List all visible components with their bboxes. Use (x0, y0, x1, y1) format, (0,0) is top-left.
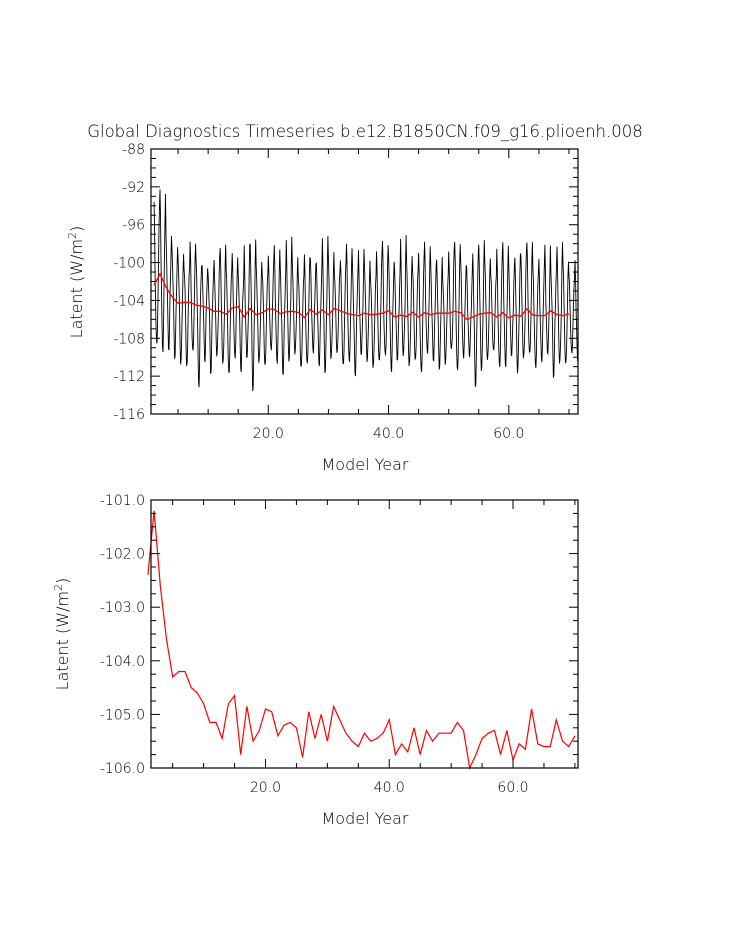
upper-y-tick-label: -108 (113, 331, 145, 347)
lower-plot-frame (150, 499, 579, 769)
lower-tick-marks (151, 499, 578, 769)
upper-annual-series-line (153, 272, 570, 321)
lower-y-axis-label-close: ) (53, 578, 72, 584)
lower-x-tick-label: 20.0 (250, 780, 281, 796)
lower-y-axis-label-text: Latent (W/m (53, 591, 72, 690)
lower-y-tick-label: -103.0 (100, 600, 145, 616)
upper-x-tick-label: 60.0 (493, 426, 524, 442)
upper-x-axis-label: Model Year (322, 455, 409, 474)
lower-y-tick-label: -105.0 (100, 707, 145, 723)
upper-y-axis-label: Latent (W/m2) (66, 226, 86, 339)
lower-chart: 20.0 40.0 60.0 -101.0 -102.0 -103.0 -104.0 -105… (52, 493, 579, 828)
lower-annual-series-line (147, 510, 576, 771)
lower-y-tick-label: -104.0 (100, 654, 145, 670)
upper-tick-labels: 20.0 40.0 60.0 -88 -92 -96 -100 -104 -108 -112 -11… (113, 142, 524, 442)
lower-data-layer (147, 510, 576, 771)
lower-x-tick-label: 60.0 (497, 780, 528, 796)
lower-x-axis-label: Model Year (322, 809, 409, 828)
upper-y-tick-label: -116 (113, 407, 145, 423)
upper-tick-marks (151, 148, 578, 415)
upper-y-tick-label: -104 (113, 293, 145, 309)
chart-title: Global Diagnostics Timeseries b.e12.B185… (87, 122, 643, 141)
upper-y-tick-label: -100 (113, 256, 145, 272)
lower-x-tick-label: 40.0 (374, 780, 405, 796)
upper-y-tick-label: -92 (122, 180, 145, 196)
upper-y-axis-label-sup: 2 (66, 232, 79, 239)
upper-x-tick-label: 40.0 (373, 426, 404, 442)
upper-y-tick-label: -96 (122, 218, 145, 234)
upper-chart: 20.0 40.0 60.0 -88 -92 -96 -100 -104 -108 -112 -11… (66, 142, 579, 474)
lower-y-tick-label: -102.0 (100, 547, 145, 563)
upper-y-tick-label: -112 (113, 369, 145, 385)
lower-y-axis-label: Latent (W/m2) (52, 578, 72, 691)
upper-y-tick-label: -88 (122, 142, 145, 158)
lower-y-tick-label: -101.0 (100, 493, 145, 509)
upper-x-tick-label: 20.0 (253, 426, 284, 442)
upper-data-layer (153, 189, 579, 392)
upper-y-axis-label-text: Latent (W/m (67, 239, 86, 338)
lower-tick-labels: 20.0 40.0 60.0 -101.0 -102.0 -103.0 -104.0 -105… (100, 493, 529, 796)
upper-monthly-series-line (153, 189, 579, 392)
upper-y-axis-label-close: ) (67, 226, 86, 232)
lower-y-tick-label: -106.0 (100, 761, 145, 777)
lower-y-axis-label-sup: 2 (52, 584, 65, 591)
